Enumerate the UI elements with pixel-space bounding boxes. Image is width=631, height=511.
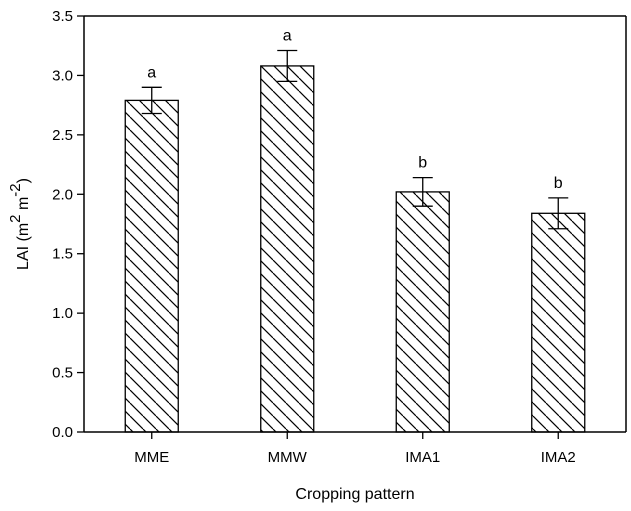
- bars-group: a a b b: [125, 27, 585, 432]
- x-axis-ticks: MME MMW IMA1 IMA2: [134, 432, 576, 466]
- significance-letter: a: [147, 64, 156, 81]
- y-tick-label: 2.5: [52, 127, 73, 144]
- x-tick-label: IMA1: [405, 449, 440, 466]
- y-axis-title: LAI (m2 m-2): [7, 178, 33, 270]
- y-axis-ticks: 0.0 0.5 1.0 1.5 2.0 2.5 3.0 3.5: [52, 8, 84, 441]
- bar-ima2: [532, 213, 585, 432]
- significance-letter: b: [418, 155, 427, 172]
- bar-mmw: [261, 66, 314, 432]
- y-axis-title-end: ): [15, 178, 32, 183]
- y-tick-label: 3.0: [52, 67, 73, 84]
- y-tick-label: 0.5: [52, 365, 73, 382]
- x-tick-label: IMA2: [541, 449, 576, 466]
- significance-letter: b: [554, 175, 563, 192]
- y-axis-title-sup1: 2: [7, 214, 24, 222]
- y-tick-label: 0.0: [52, 424, 73, 441]
- x-tick-label: MME: [134, 449, 169, 466]
- y-tick-label: 3.5: [52, 8, 73, 25]
- y-axis-title-sup2: -2: [7, 183, 24, 196]
- y-axis-title-base: LAI (m: [15, 223, 32, 270]
- y-tick-label: 2.0: [52, 186, 73, 203]
- y-tick-label: 1.5: [52, 246, 73, 263]
- x-tick-label: MMW: [268, 449, 308, 466]
- y-axis-title-mid: m: [15, 197, 32, 215]
- bar-mme: [125, 100, 178, 432]
- significance-letter: a: [283, 27, 292, 44]
- y-tick-label: 1.0: [52, 305, 73, 322]
- bar-ima1: [396, 192, 449, 432]
- x-axis-title: Cropping pattern: [295, 486, 414, 503]
